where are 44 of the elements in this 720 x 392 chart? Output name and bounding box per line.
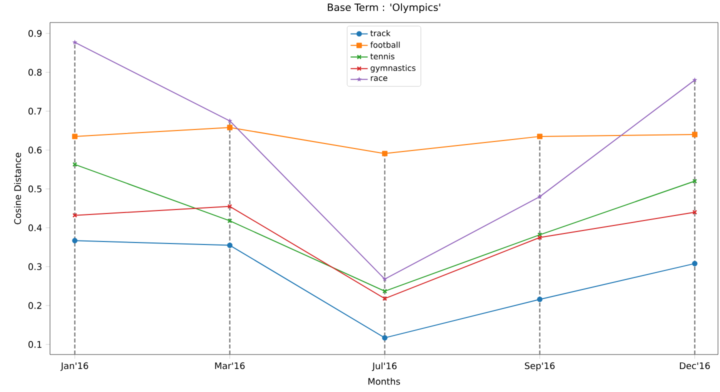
y-tick-label: 0.6: [28, 146, 42, 154]
point: [382, 296, 387, 301]
point: [227, 242, 232, 248]
x-tick-label: Jan'16: [60, 362, 88, 372]
y-tick-label: 0.7: [28, 108, 42, 115]
y-axis-title: Cosine Distance: [14, 153, 22, 224]
x-tick-label: Mar'16: [215, 362, 245, 370]
y-tick-label: 0.5: [28, 186, 42, 193]
point: [382, 276, 388, 282]
point: [228, 218, 232, 224]
point: [537, 194, 542, 200]
point: [692, 132, 698, 138]
legend-label: football: [370, 42, 400, 48]
point: [72, 238, 78, 244]
point: [692, 210, 697, 215]
legend-label: gymnastics: [370, 65, 416, 73]
x-tick-label: Dec'16: [680, 362, 710, 370]
point: [692, 261, 698, 266]
y-tick-label: 0.8: [28, 69, 42, 76]
point: [228, 204, 232, 209]
y-tick-label: 0.4: [28, 224, 42, 232]
point: [537, 296, 542, 302]
y-tick-label: 0.1: [28, 341, 42, 348]
point: [382, 335, 388, 341]
x-axis-title: Months: [368, 378, 400, 386]
y-tick-label: 0.2: [28, 302, 42, 310]
point: [227, 118, 232, 124]
point: [72, 40, 78, 45]
x-tick-label: Jul'16: [372, 362, 397, 372]
x-tick-label: Sep'16: [524, 362, 555, 372]
legend-label: track: [370, 30, 391, 36]
point: [692, 78, 698, 82]
point: [72, 213, 78, 218]
point: [537, 134, 542, 140]
point: [72, 162, 78, 167]
point: [538, 236, 542, 240]
chart-title: Base Term : 'Olympics': [328, 4, 440, 14]
point: [227, 125, 232, 130]
point: [72, 134, 78, 140]
y-tick-label: 0.9: [28, 30, 42, 38]
legend-label: tennis: [370, 53, 394, 60]
y-tick-label: 0.3: [28, 264, 42, 270]
point: [382, 151, 388, 156]
legend-label: race: [370, 76, 388, 82]
